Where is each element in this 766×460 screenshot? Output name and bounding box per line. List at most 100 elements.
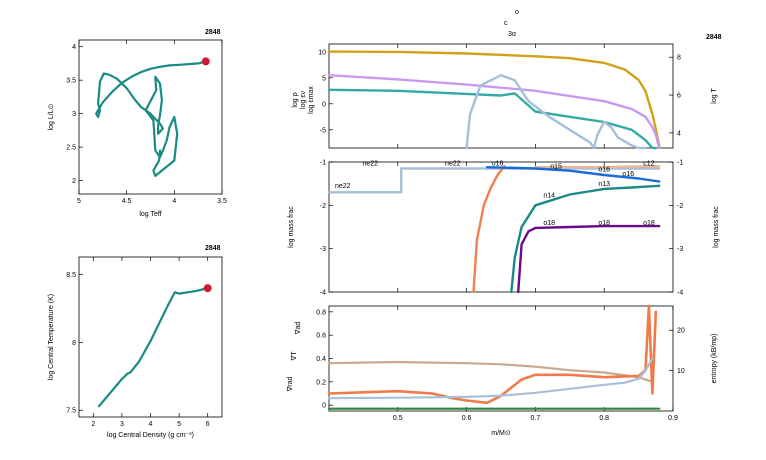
gr-series-line (327, 304, 658, 405)
mf-ylabel-right: log mass frac (713, 206, 720, 248)
tc-x-tick-label: 5 (177, 421, 181, 428)
gr-ylabel-right: entropy (kB/mp) (711, 334, 718, 384)
gr-x-tick-label: 0.5 (393, 415, 403, 422)
mf-series-label: ne22 (362, 160, 378, 167)
mf-series-label: o18 (598, 220, 610, 227)
top-ylabel-right: log T (711, 88, 718, 104)
tc-x-tick-label: 3 (120, 421, 124, 428)
mf-yr-tick-label: -4 (677, 290, 683, 297)
tc-current-point (203, 284, 212, 293)
gr-y-tick-label: 0.2 (316, 379, 326, 386)
tc-x-tick-label: 4 (149, 421, 153, 428)
top-y-tick-label: 5 (322, 75, 326, 82)
gr-xlabel: m/M⊙ (491, 430, 511, 437)
mf-series-line (486, 166, 661, 183)
hr-xlabel: log Teff (139, 211, 161, 218)
mass-fraction-panel: -4 -3 -2 -1 -4 -3 -2 -1 ne22 ne22 ne22 o16 c12 n15 o16… (288, 160, 720, 297)
gr-y-tick-label: 0 (322, 403, 326, 410)
top-annotation-o: o (515, 9, 519, 16)
tc-x-tick-label: 6 (206, 421, 210, 428)
hr-y-tick-label: 2.5 (66, 145, 76, 152)
tc-x-tick-label: 2 (91, 421, 95, 428)
mf-series-label: o18 (643, 220, 655, 227)
tc-track-line (97, 287, 209, 408)
gr-y-tick-label: 0.8 (316, 309, 326, 316)
gr-ylabel-left: ∇rad (286, 376, 294, 392)
hr-track-line (95, 60, 207, 177)
mf-ylabel: log mass frac (288, 206, 295, 248)
gr-y-tick-label: 0.6 (316, 333, 326, 340)
top-yr-tick-label: 8 (677, 55, 681, 62)
gr-y-tick-label: 0.4 (316, 356, 326, 363)
tc-model-number: 2848 (205, 245, 221, 252)
mf-yr-tick-label: -2 (677, 203, 683, 210)
tc-xlabel: log Central Density (g cm⁻³) (107, 432, 194, 439)
gr-x-tick-label: 0.9 (668, 415, 678, 422)
main-model-number: 2848 (706, 34, 722, 41)
gr-yr-tick-label: 10 (677, 368, 685, 375)
top-y-tick-label: -5 (320, 127, 326, 134)
mf-y-tick-label: -3 (320, 246, 326, 253)
top-series-line (327, 88, 657, 150)
tc-y-tick-label: 8 (72, 340, 76, 347)
hr-x-tick-label: 4.5 (122, 198, 132, 205)
top-frame (328, 43, 674, 149)
tc-frame (78, 256, 223, 418)
mf-y-tick-label: -2 (320, 203, 326, 210)
hr-diagram-panel: 5 4.5 4 3.5 2 2.5 3 3.5 4 log Teff log L/L⊙ (48, 39, 227, 218)
top-ylabel-left: log εmax (308, 86, 315, 114)
top-series-line (327, 74, 661, 150)
mf-series-line (534, 165, 661, 169)
hr-y-tick-label: 4 (72, 44, 76, 51)
gr-yr-tick-label: 20 (677, 328, 685, 335)
mf-series-label: n15 (550, 164, 562, 171)
mf-yr-tick-label: -1 (677, 160, 683, 167)
hr-x-tick-label: 5 (77, 198, 81, 205)
top-y-tick-label: 0 (322, 101, 326, 108)
mf-series-line (517, 224, 661, 294)
hr-model-number: 2848 (205, 29, 221, 36)
hr-current-point (201, 57, 210, 66)
hr-ylabel: log L/L⊙ (48, 103, 55, 130)
tc-rhoc-panel: 2 3 4 5 6 7.5 8 8.5 log Central Density (g cm⁻³)… (48, 256, 223, 439)
gradients-panel: 0.5 0.6 0.7 0.8 0.9 0 0.2 0.4 0.6 0.8 10 20 ∇ad ∇T ∇ra… (286, 304, 718, 437)
gr-series-line (327, 357, 654, 400)
gr-x-tick-label: 0.6 (462, 415, 472, 422)
top-ylabel-left: log ρ (292, 92, 299, 107)
hr-y-tick-label: 3.5 (66, 78, 76, 85)
tc-y-tick-label: 8.5 (66, 272, 76, 279)
top-series-line (465, 74, 647, 150)
mf-series-label: n14 (543, 193, 555, 200)
gr-series-line (327, 360, 654, 383)
hr-x-tick-label: 3.5 (217, 198, 227, 205)
top-ylabel-left: log εν (300, 91, 307, 109)
mf-series-label: ne22 (445, 160, 461, 167)
mf-series-label: c12 (643, 160, 654, 167)
mf-frame (328, 161, 674, 293)
mf-series-line (472, 165, 506, 294)
top-series-line (327, 50, 661, 148)
tc-y-tick-label: 7.5 (66, 408, 76, 415)
mf-series-label: o16 (492, 160, 504, 167)
mf-y-tick-label: -4 (320, 290, 326, 297)
top-yr-tick-label: 6 (677, 93, 681, 100)
mf-series-label: o16 (598, 167, 610, 174)
gr-ylabel-left: ∇T (290, 351, 298, 362)
hr-frame (78, 39, 223, 195)
mf-series-label: o18 (543, 220, 555, 227)
top-annotation-3a: 3α (508, 31, 516, 38)
top-y-tick-label: 10 (318, 49, 326, 56)
tc-ylabel: log Central Temperature (K) (48, 294, 55, 380)
mf-series-label: n13 (598, 181, 610, 188)
gr-ylabel-left: ∇ad (294, 322, 302, 336)
top-annotation-c: c (504, 20, 508, 27)
top-yr-tick-label: 4 (677, 130, 681, 137)
mf-series-line (510, 184, 661, 294)
mf-yr-tick-label: -3 (677, 246, 683, 253)
hr-x-tick-label: 4 (172, 198, 176, 205)
mf-y-tick-label: -1 (320, 160, 326, 167)
hr-y-tick-label: 3 (72, 111, 76, 118)
mf-series-label: ne22 (335, 183, 351, 190)
gr-x-tick-label: 0.8 (599, 415, 609, 422)
